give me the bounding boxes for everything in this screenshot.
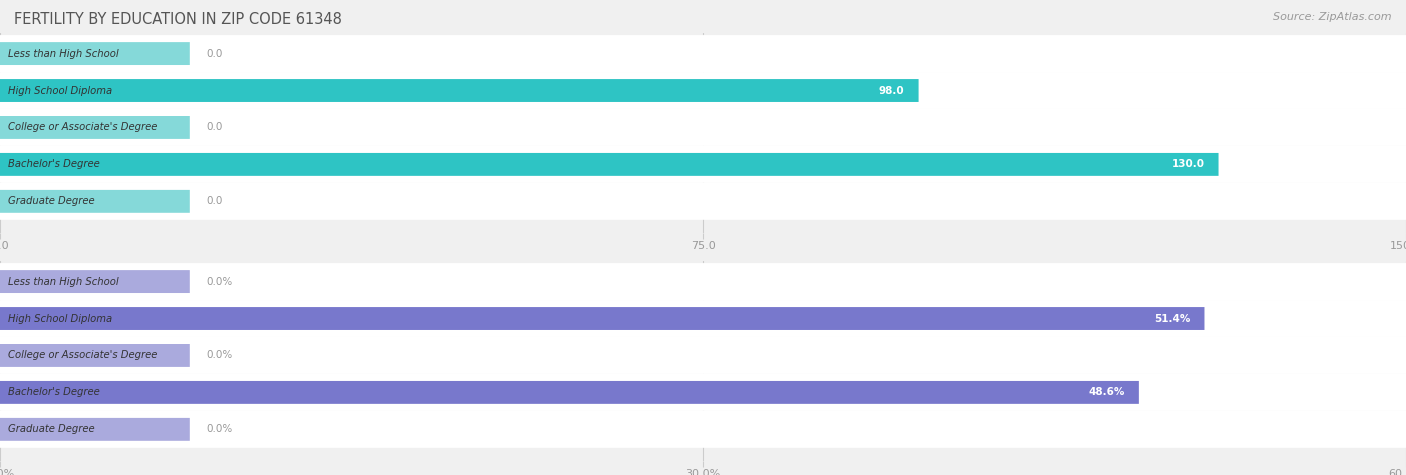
FancyBboxPatch shape [0,109,1406,146]
Text: High School Diploma: High School Diploma [8,86,112,95]
FancyBboxPatch shape [0,300,1406,337]
FancyBboxPatch shape [0,79,918,102]
FancyBboxPatch shape [0,183,1406,220]
FancyBboxPatch shape [0,190,190,213]
FancyBboxPatch shape [0,374,1406,411]
FancyBboxPatch shape [0,153,1219,176]
Text: Bachelor's Degree: Bachelor's Degree [8,160,100,170]
Text: 0.0%: 0.0% [207,351,233,361]
Text: Source: ZipAtlas.com: Source: ZipAtlas.com [1274,12,1392,22]
FancyBboxPatch shape [0,418,190,441]
Text: 48.6%: 48.6% [1088,388,1125,398]
Text: 0.0: 0.0 [207,48,224,58]
Text: Less than High School: Less than High School [8,48,120,58]
Text: 98.0: 98.0 [879,86,904,95]
Text: 0.0%: 0.0% [207,424,233,434]
FancyBboxPatch shape [0,381,1139,404]
Text: High School Diploma: High School Diploma [8,314,112,323]
FancyBboxPatch shape [0,307,1205,330]
Text: Bachelor's Degree: Bachelor's Degree [8,388,100,398]
FancyBboxPatch shape [0,42,190,65]
Text: Less than High School: Less than High School [8,276,120,286]
FancyBboxPatch shape [0,411,1406,448]
Text: 0.0: 0.0 [207,123,224,133]
FancyBboxPatch shape [0,337,1406,374]
FancyBboxPatch shape [0,72,1406,109]
Text: Graduate Degree: Graduate Degree [8,196,96,206]
Text: 0.0: 0.0 [207,196,224,206]
Text: 0.0%: 0.0% [207,276,233,286]
FancyBboxPatch shape [0,270,190,293]
Text: Graduate Degree: Graduate Degree [8,424,96,434]
Text: College or Associate's Degree: College or Associate's Degree [8,351,157,361]
FancyBboxPatch shape [0,263,1406,300]
Text: 51.4%: 51.4% [1154,314,1191,323]
Text: 130.0: 130.0 [1171,160,1205,170]
FancyBboxPatch shape [0,146,1406,183]
FancyBboxPatch shape [0,116,190,139]
FancyBboxPatch shape [0,35,1406,72]
Text: FERTILITY BY EDUCATION IN ZIP CODE 61348: FERTILITY BY EDUCATION IN ZIP CODE 61348 [14,12,342,27]
Text: College or Associate's Degree: College or Associate's Degree [8,123,157,133]
FancyBboxPatch shape [0,344,190,367]
